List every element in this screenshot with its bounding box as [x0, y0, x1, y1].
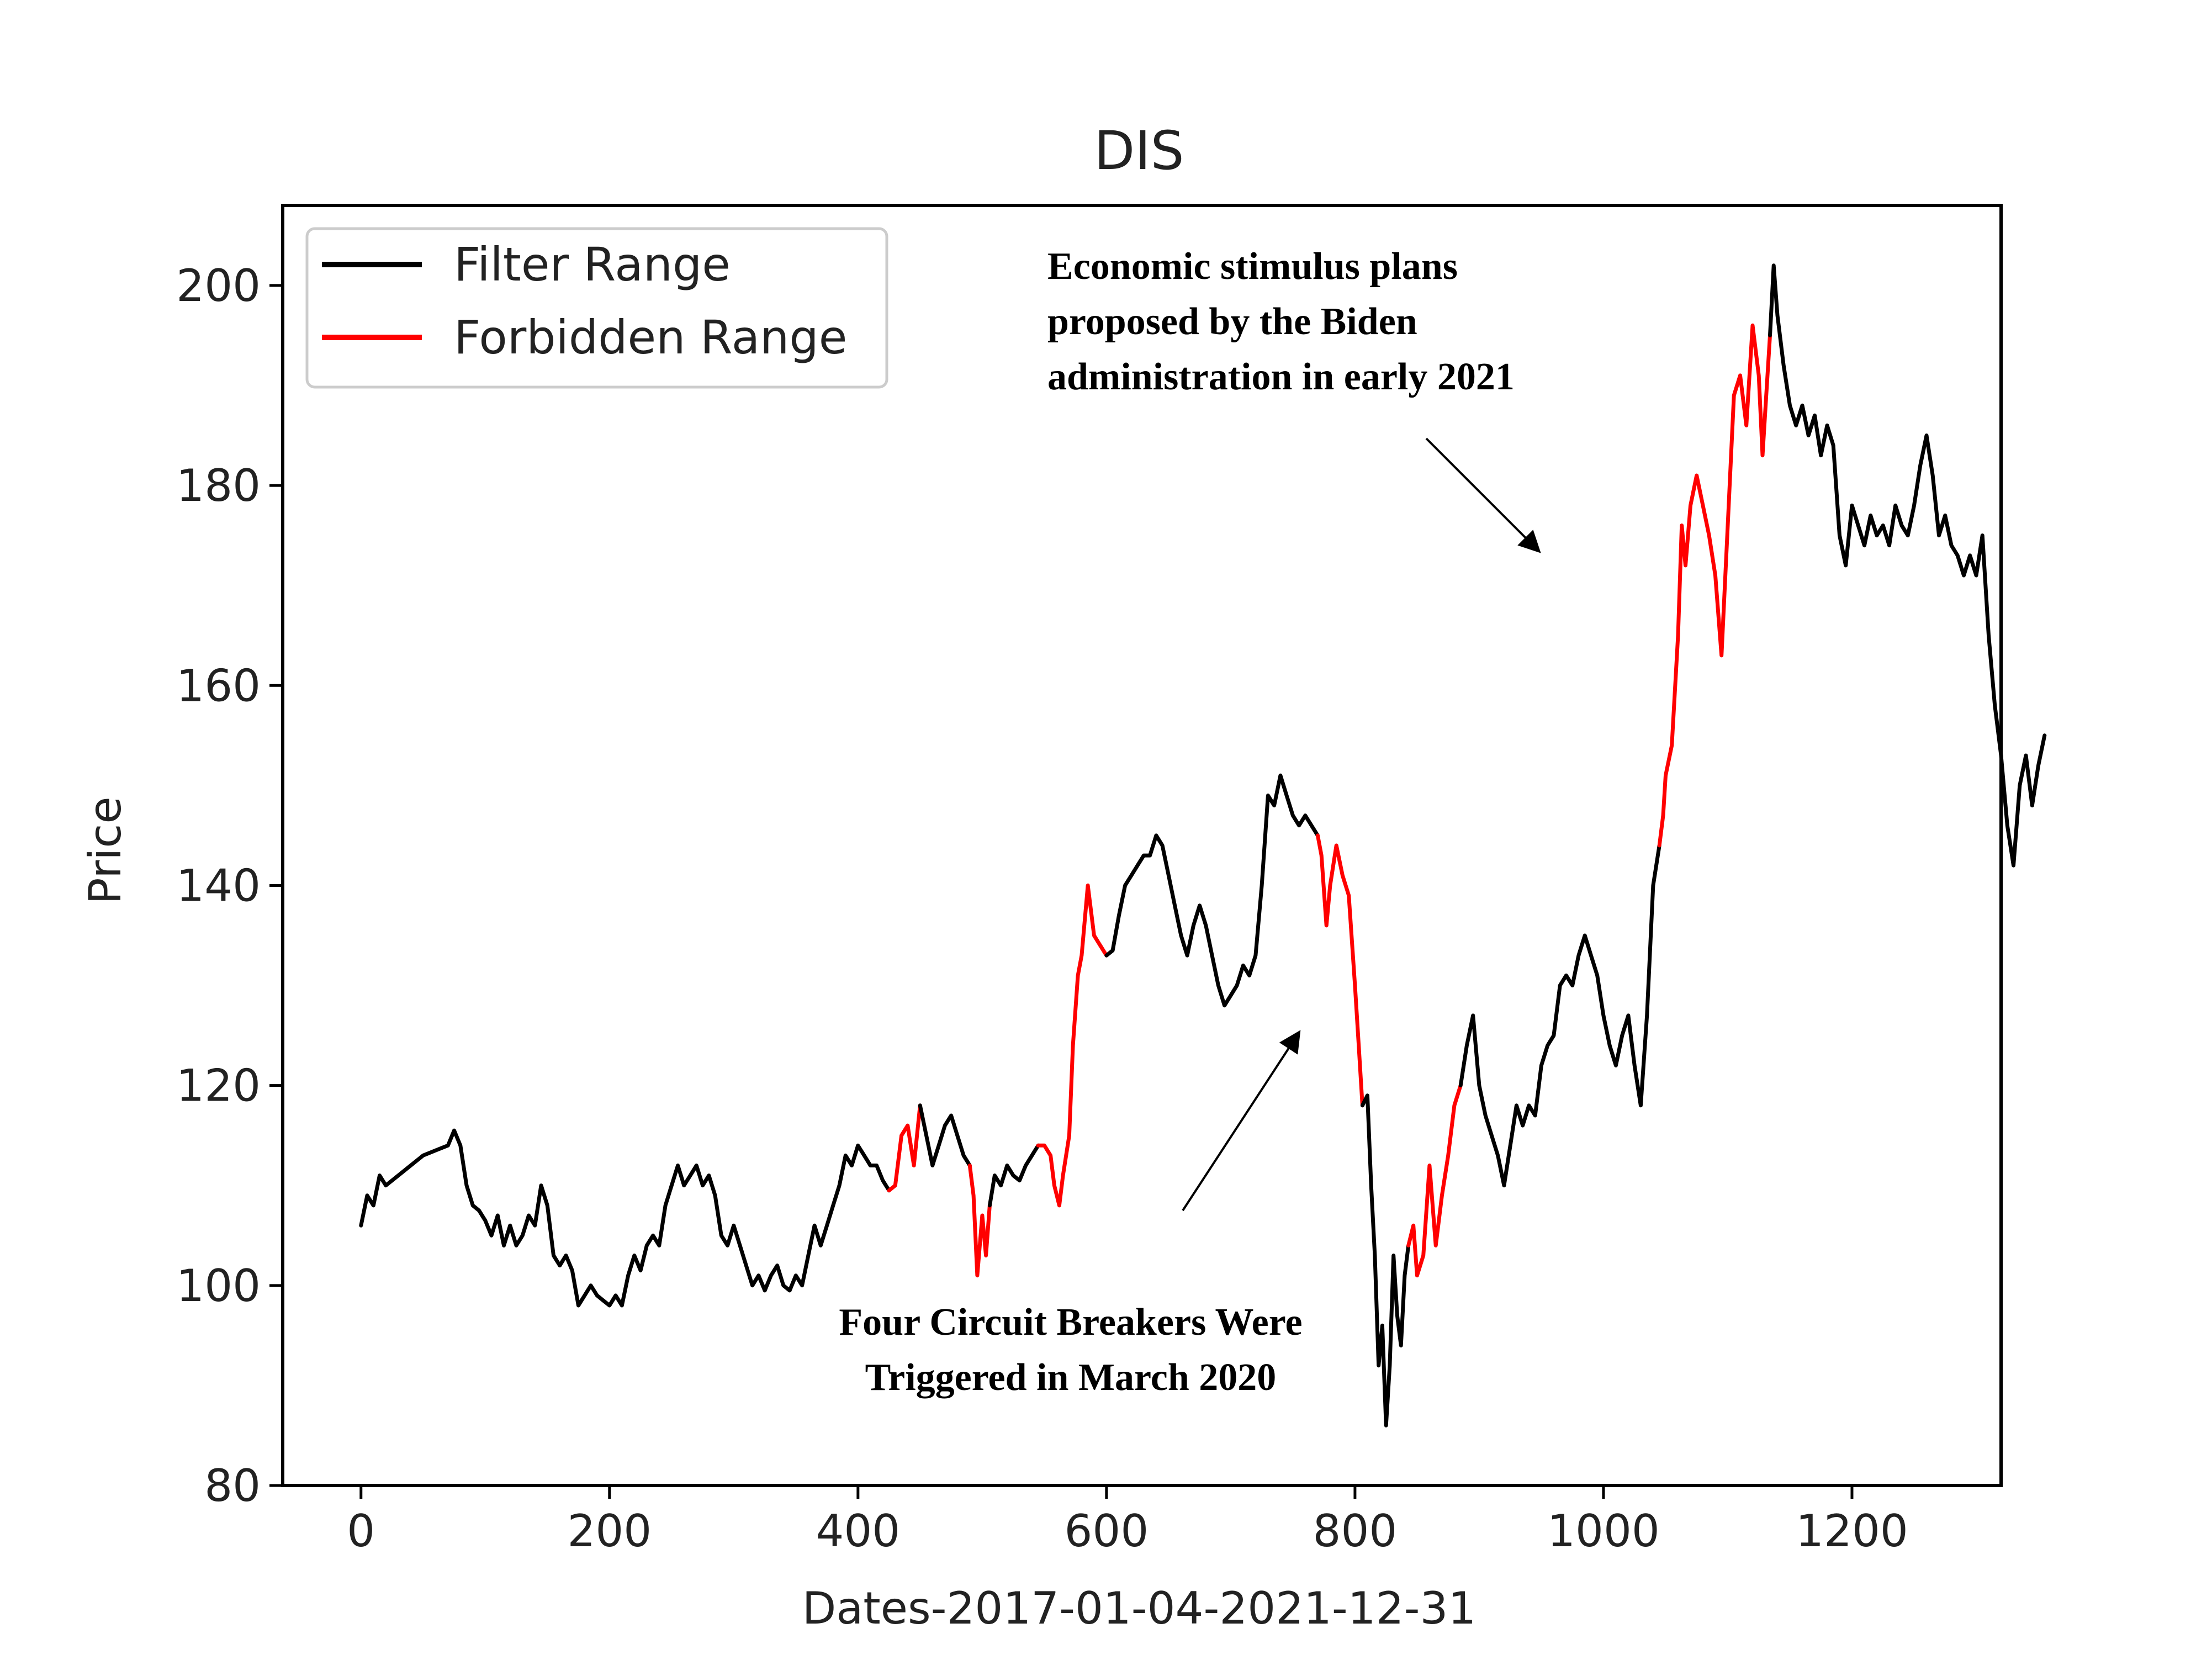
- y-tick-label-140: 140: [176, 860, 261, 911]
- series-line-forbidden-9: [1406, 1083, 1463, 1278]
- y-axis: 80 100 120 140 160 180 200: [176, 260, 283, 1511]
- chart-title: DIS: [1094, 120, 1184, 182]
- series-line-forbidden-7: [1315, 833, 1364, 1108]
- legend-label-forbidden: Forbidden Range: [454, 310, 847, 364]
- y-tick-label-120: 120: [176, 1060, 261, 1112]
- series-line-forbidden-11: [1657, 323, 1772, 848]
- x-tick-label-1000: 1000: [1547, 1505, 1660, 1557]
- legend-label-filter: Filter Range: [454, 237, 731, 292]
- annotation-stimulus-line-3: administration in early 2021: [1047, 356, 1515, 398]
- y-tick-label-180: 180: [176, 460, 261, 511]
- annotation-stimulus-line-1: Economic stimulus plans: [1047, 245, 1458, 288]
- x-tick-label-400: 400: [816, 1505, 900, 1557]
- legend: Filter Range Forbidden Range: [305, 227, 888, 389]
- series-line-filter-12: [1768, 263, 2047, 868]
- series-layer: [359, 263, 2047, 1428]
- x-tick-label-200: 200: [567, 1505, 652, 1557]
- y-tick-label-160: 160: [176, 660, 261, 711]
- y-axis-label: Price: [80, 796, 131, 904]
- x-tick-label-0: 0: [347, 1505, 375, 1557]
- y-tick-label-80: 80: [204, 1460, 261, 1511]
- y-tick-label-100: 100: [176, 1260, 261, 1312]
- series-line-filter-0: [359, 1128, 891, 1308]
- annotation-stimulus: Economic stimulus plans proposed by the …: [1047, 245, 1541, 553]
- series-line-filter-6: [1104, 773, 1320, 1008]
- x-tick-label-800: 800: [1313, 1505, 1398, 1557]
- annotation-circuit-arrow: [1182, 1030, 1301, 1212]
- series-line-forbidden-5: [1036, 883, 1109, 1208]
- plot-area: [281, 204, 2003, 1487]
- series-line-filter-8: [1360, 1093, 1411, 1428]
- series-line-filter-10: [1458, 843, 1661, 1188]
- annotation-circuit-line-2: Triggered in March 2020: [865, 1356, 1277, 1399]
- y-tick-label-200: 200: [176, 260, 261, 311]
- x-tick-label-600: 600: [1065, 1505, 1149, 1557]
- x-tick-label-1200: 1200: [1796, 1505, 1908, 1557]
- annotation-circuit-breakers: Four Circuit Breakers Were Triggered in …: [839, 1030, 1303, 1399]
- legend-box: [305, 227, 888, 389]
- x-axis-label: Dates-2017-01-04-2021-12-31: [802, 1583, 1476, 1634]
- annotation-stimulus-line-2: proposed by the Biden: [1047, 300, 1417, 343]
- series-line-forbidden-3: [967, 1164, 992, 1278]
- series-line-filter-4: [987, 1143, 1040, 1208]
- annotation-circuit-line-1: Four Circuit Breakers Were: [839, 1301, 1302, 1344]
- series-line-filter-2: [918, 1103, 972, 1167]
- series-line-forbidden-1: [887, 1103, 922, 1193]
- annotation-stimulus-arrow: [1425, 437, 1541, 553]
- x-axis: 0 200 400 600 800 1000 1200: [347, 1485, 1908, 1557]
